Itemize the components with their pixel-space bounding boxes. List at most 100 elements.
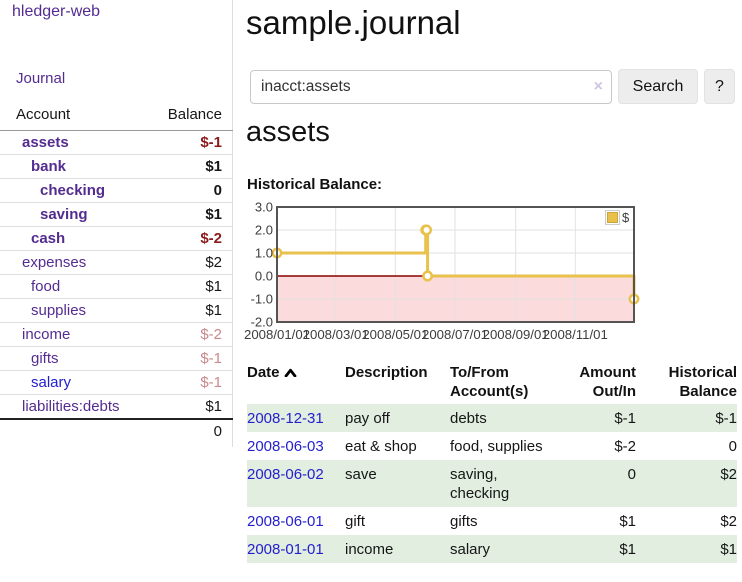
register-date-link[interactable]: 2008-01-01 xyxy=(247,541,324,558)
register-accounts: salary xyxy=(450,541,491,558)
account-row: bank $1 xyxy=(0,155,233,179)
account-link[interactable]: income xyxy=(22,326,71,343)
account-balance: $2 xyxy=(205,254,222,271)
account-row: food $1 xyxy=(0,275,233,299)
register-row: 2008-12-31 pay off debts $-1 $-1 xyxy=(247,404,737,432)
search-input[interactable] xyxy=(250,69,612,104)
register-description: gift xyxy=(345,513,366,530)
register-row: 2008-06-02 save saving, checking 0 $2 xyxy=(247,460,737,507)
data-point-marker[interactable] xyxy=(422,270,434,282)
data-point-marker[interactable] xyxy=(421,224,433,236)
register-balance: 0 xyxy=(728,438,737,455)
account-link[interactable]: assets xyxy=(22,134,69,151)
account-balance: $-2 xyxy=(200,326,222,343)
register-amount: $-2 xyxy=(614,438,636,455)
account-row: expenses $2 xyxy=(0,251,233,275)
y-axis-tick-label: 2.0 xyxy=(255,223,273,238)
account-row: income $-2 xyxy=(0,323,233,347)
date-header-label: Date xyxy=(247,364,280,381)
account-link[interactable]: supplies xyxy=(31,302,87,319)
account-link[interactable]: bank xyxy=(31,158,67,175)
register-accounts: saving, checking xyxy=(450,466,510,502)
account-balance: $1 xyxy=(205,206,222,223)
register-balance: $1 xyxy=(720,541,737,558)
register-description: income xyxy=(345,541,394,558)
account-link[interactable]: cash xyxy=(31,230,66,247)
sort-ascending-icon xyxy=(284,363,297,382)
account-balance: $-1 xyxy=(200,350,222,367)
column-header-description: Description xyxy=(345,364,428,381)
register-balance: $2 xyxy=(720,513,737,530)
register-date-link[interactable]: 2008-06-03 xyxy=(247,438,324,455)
account-link[interactable]: food xyxy=(31,278,61,295)
register-accounts: debts xyxy=(450,410,487,427)
account-link[interactable]: liabilities:debts xyxy=(22,398,120,415)
account-row: liabilities:debts $1 xyxy=(0,395,233,418)
plot-border xyxy=(276,206,635,323)
x-axis-tick-label: 2008/01/01 xyxy=(244,327,310,342)
accounts-table-header: Account Balance xyxy=(0,104,233,131)
account-row: checking 0 xyxy=(0,179,233,203)
search-bar: × Search ? xyxy=(250,69,735,104)
chart-title: Historical Balance: xyxy=(247,176,383,193)
x-axis-tick-label: 2008/05/01 xyxy=(362,327,428,342)
account-balance: 0 xyxy=(213,182,222,199)
accounts-total-value: 0 xyxy=(213,423,222,440)
account-link[interactable]: expenses xyxy=(22,254,87,271)
register-date-link[interactable]: 2008-06-01 xyxy=(247,513,324,530)
search-box: × xyxy=(250,69,612,104)
account-column-header: Account xyxy=(16,106,71,123)
register-amount: 0 xyxy=(627,466,636,483)
register-amount: $-1 xyxy=(614,410,636,427)
register-accounts: food, supplies xyxy=(450,438,543,455)
account-balance: $1 xyxy=(205,302,222,319)
y-axis-tick-label: -1.0 xyxy=(251,292,273,307)
column-header-amount: Amount Out/In xyxy=(579,364,636,400)
x-axis-tick-label: 2008/03/01 xyxy=(303,327,369,342)
column-header-accounts: To/From Account(s) xyxy=(450,364,529,400)
account-link[interactable]: gifts xyxy=(31,350,59,367)
account-balance: $-1 xyxy=(200,134,222,151)
account-row: gifts $-1 xyxy=(0,347,233,371)
account-balance: $-1 xyxy=(200,374,222,391)
y-axis-tick-label: 0.0 xyxy=(255,269,273,284)
column-header-date[interactable]: Date xyxy=(247,361,345,404)
register-table: Date Description To/From Account(s) Amou… xyxy=(247,361,737,563)
register-description: save xyxy=(345,466,377,483)
register-description: eat & shop xyxy=(345,438,417,455)
register-description: pay off xyxy=(345,410,390,427)
register-row: 2008-01-01 income salary $1 $1 xyxy=(247,535,737,563)
account-link[interactable]: saving xyxy=(40,206,88,223)
legend-color-swatch xyxy=(607,212,618,223)
x-axis-tick-label: 2008/11/01 xyxy=(543,327,608,342)
historical-balance-chart[interactable]: $3.0 2.0 1.0 0.0 -1.0 -2.0 2008/01/01 2008/03/0… xyxy=(240,199,742,345)
account-row: supplies $1 xyxy=(0,299,233,323)
account-link[interactable]: salary xyxy=(31,374,72,391)
account-balance: $1 xyxy=(205,158,222,175)
register-header-row: Date Description To/From Account(s) Amou… xyxy=(247,361,737,404)
accounts-list: assets $-1 bank $1 checking 0 saving $1 cash $-2 e… xyxy=(0,131,233,418)
register-balance: $-1 xyxy=(715,410,737,427)
register-amount: $1 xyxy=(619,541,636,558)
chart-canvas[interactable]: $3.0 2.0 1.0 0.0 -1.0 -2.02008/01/012008/03/0… xyxy=(240,199,742,345)
column-header-balance: Historical Balance xyxy=(668,364,737,400)
register-date-link[interactable]: 2008-12-31 xyxy=(247,410,324,427)
y-axis-tick-label: 3.0 xyxy=(255,200,273,215)
register-balance: $2 xyxy=(720,466,737,483)
account-link[interactable]: checking xyxy=(40,182,106,199)
help-button[interactable]: ? xyxy=(704,69,735,104)
balance-column-header: Balance xyxy=(167,106,222,123)
register-date-link[interactable]: 2008-06-02 xyxy=(247,466,324,483)
search-button[interactable]: Search xyxy=(618,69,698,104)
register-accounts: gifts xyxy=(450,513,478,530)
sidebar-item-journal[interactable]: Journal xyxy=(16,70,66,87)
accounts-table: Account Balance assets $-1 bank $1 checking 0… xyxy=(0,104,233,440)
account-row: saving $1 xyxy=(0,203,233,227)
account-row: cash $-2 xyxy=(0,227,233,251)
clear-search-icon[interactable]: × xyxy=(593,77,603,95)
account-balance: $-2 xyxy=(200,230,222,247)
brand-link[interactable]: hledger-web xyxy=(12,3,101,20)
y-axis-tick-label: 1.0 xyxy=(255,246,273,261)
account-balance: $1 xyxy=(205,278,222,295)
account-row: salary $-1 xyxy=(0,371,233,395)
